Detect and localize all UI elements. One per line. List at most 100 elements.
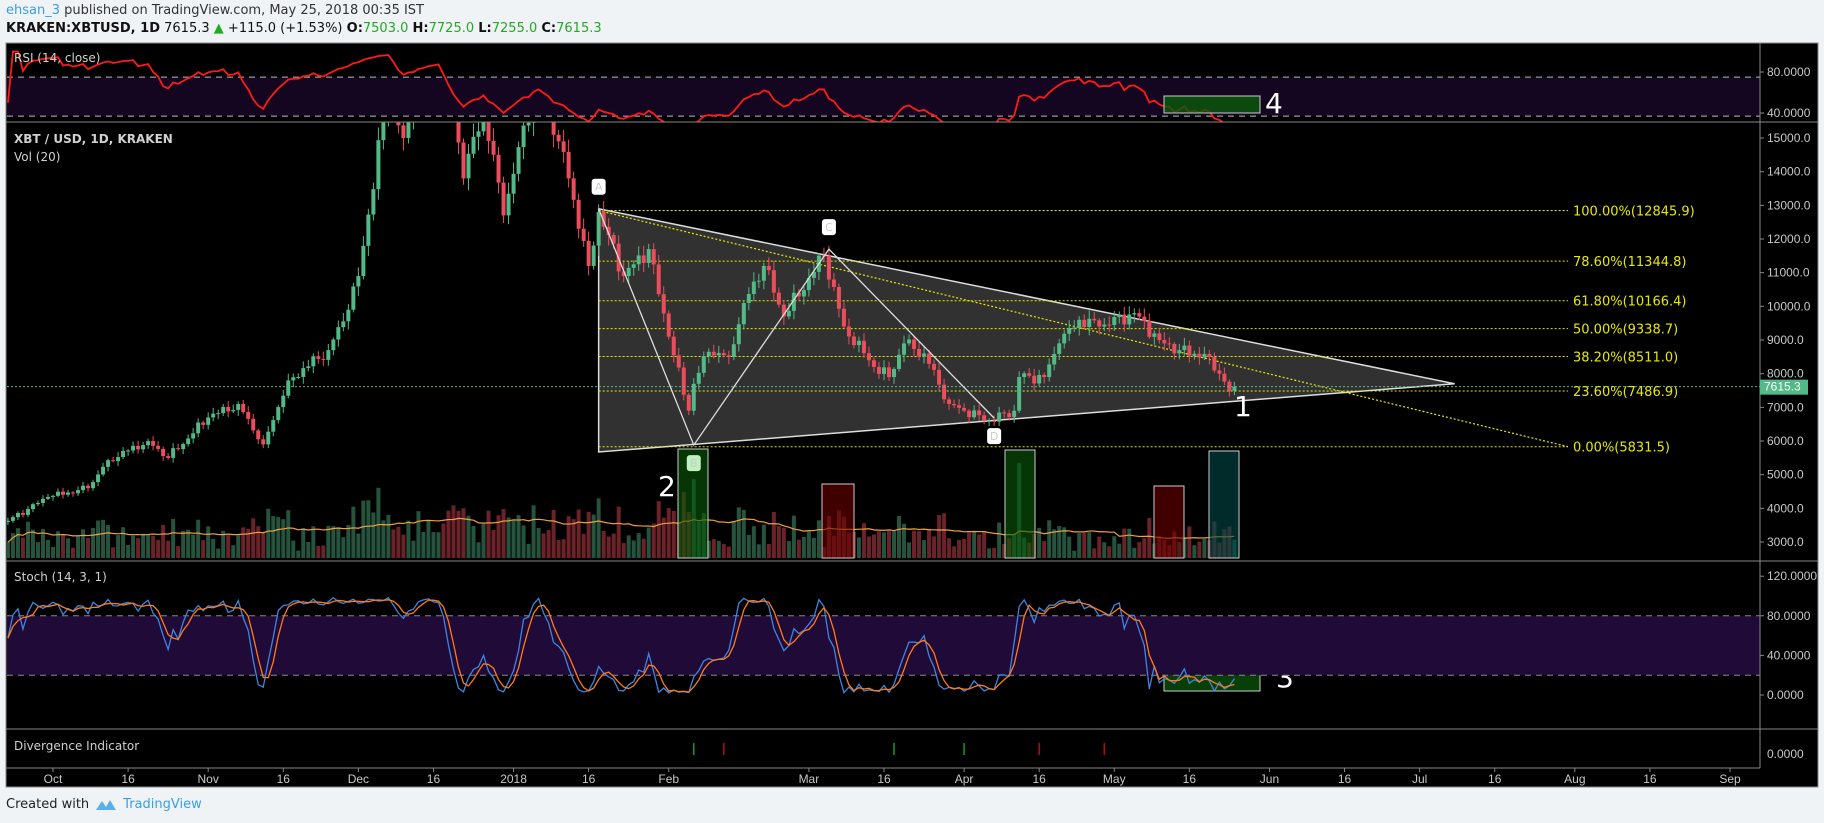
candle bbox=[681, 367, 686, 395]
candle bbox=[516, 147, 521, 174]
pattern-point-label: A bbox=[595, 181, 603, 194]
candle bbox=[246, 411, 251, 419]
volume-bar bbox=[751, 526, 756, 558]
price-axis-label: 14000.0 bbox=[1767, 165, 1811, 179]
volume-bar bbox=[736, 507, 741, 558]
axes[interactable]: 80.000040.000015000.014000.013000.012000… bbox=[44, 65, 1818, 786]
candle bbox=[481, 122, 486, 132]
volume-bar bbox=[181, 530, 186, 558]
volume-bar bbox=[20, 537, 25, 558]
volume-bar bbox=[86, 538, 91, 558]
candle bbox=[897, 354, 902, 369]
candle bbox=[1077, 319, 1082, 328]
candle bbox=[711, 351, 716, 356]
volume-bar bbox=[131, 535, 136, 558]
volume-bar bbox=[796, 539, 801, 558]
candle bbox=[236, 403, 241, 411]
candle bbox=[902, 343, 907, 355]
volume-bar bbox=[1047, 520, 1052, 558]
candle bbox=[967, 410, 972, 418]
candle bbox=[131, 445, 136, 451]
volume-bar bbox=[1192, 545, 1197, 558]
candle bbox=[466, 153, 471, 179]
volume-bar bbox=[942, 513, 947, 558]
price-axis-label: 10000.0 bbox=[1767, 299, 1811, 313]
pattern-point-label: C bbox=[825, 221, 833, 234]
candle bbox=[1012, 410, 1017, 418]
volume-bar bbox=[1202, 538, 1207, 558]
candle bbox=[311, 356, 316, 367]
candle bbox=[1117, 314, 1122, 318]
candle bbox=[1142, 316, 1147, 321]
candle bbox=[841, 308, 846, 327]
volume-bar bbox=[1102, 542, 1107, 558]
volume-bar bbox=[421, 531, 426, 558]
time-axis-label: 16 bbox=[277, 772, 291, 786]
volume-label: Vol (20) bbox=[14, 150, 60, 164]
candle bbox=[1207, 353, 1212, 357]
volume-bar bbox=[56, 531, 61, 558]
stoch-axis-label: 80.0000 bbox=[1767, 609, 1811, 623]
divergence-axis-label: 0.0000 bbox=[1767, 747, 1804, 761]
candle bbox=[736, 324, 741, 345]
candle bbox=[1112, 317, 1117, 325]
stoch-axis-label: 120.0000 bbox=[1767, 569, 1817, 583]
volume-bar bbox=[321, 545, 326, 558]
volume-bar bbox=[141, 533, 146, 558]
candle bbox=[586, 240, 591, 266]
triangle-pattern bbox=[597, 207, 1455, 453]
author-link[interactable]: ehsan_3 bbox=[6, 3, 60, 18]
candle bbox=[231, 410, 236, 412]
volume-bar bbox=[456, 510, 461, 558]
rsi-panel bbox=[7, 50, 1760, 122]
price-change: +115.0 (+1.53%) bbox=[227, 21, 343, 36]
volume-bar bbox=[716, 540, 721, 558]
low-value: 7255.0 bbox=[491, 21, 538, 36]
tradingview-link[interactable]: TradingView bbox=[123, 797, 202, 812]
candle bbox=[251, 418, 256, 431]
volume-bar bbox=[781, 527, 786, 558]
stoch-axis-label: 40.0000 bbox=[1767, 648, 1811, 662]
candle bbox=[226, 406, 231, 412]
volume-bar bbox=[741, 509, 746, 558]
candle bbox=[937, 369, 942, 385]
volume-bar bbox=[551, 510, 556, 558]
volume-bar bbox=[501, 509, 506, 558]
close-label: C: bbox=[541, 21, 557, 36]
candle bbox=[801, 290, 806, 297]
candle bbox=[836, 286, 841, 309]
volume-bar bbox=[516, 515, 521, 558]
candle bbox=[1107, 324, 1112, 326]
volume-bar bbox=[856, 537, 861, 558]
candle bbox=[1132, 313, 1137, 315]
volume-bar bbox=[1042, 541, 1047, 558]
candle bbox=[876, 366, 881, 374]
time-axis-label: Mar bbox=[799, 772, 820, 786]
candle bbox=[146, 441, 151, 446]
candle bbox=[761, 265, 766, 281]
candle bbox=[116, 457, 121, 462]
candle bbox=[1022, 373, 1027, 378]
candle bbox=[501, 182, 506, 216]
volume-bar bbox=[897, 516, 902, 558]
volume-bar bbox=[917, 531, 922, 558]
volume-bar bbox=[401, 534, 406, 558]
volume-bar bbox=[581, 533, 586, 558]
candle bbox=[1027, 373, 1032, 376]
candle bbox=[406, 122, 411, 138]
volume-bar bbox=[40, 528, 45, 558]
candle bbox=[997, 412, 1002, 422]
candle bbox=[361, 245, 366, 277]
candle bbox=[1002, 412, 1007, 414]
volume-bar bbox=[156, 539, 161, 558]
volume-bar bbox=[641, 538, 646, 558]
volume-bar bbox=[606, 536, 611, 558]
candle bbox=[351, 286, 356, 310]
volume-bar bbox=[10, 533, 15, 558]
candle bbox=[291, 377, 296, 381]
volume-bar bbox=[636, 533, 641, 558]
volume-bar bbox=[1067, 536, 1072, 558]
last-price: 7615.3 bbox=[164, 21, 210, 36]
volume-bar bbox=[651, 523, 656, 558]
